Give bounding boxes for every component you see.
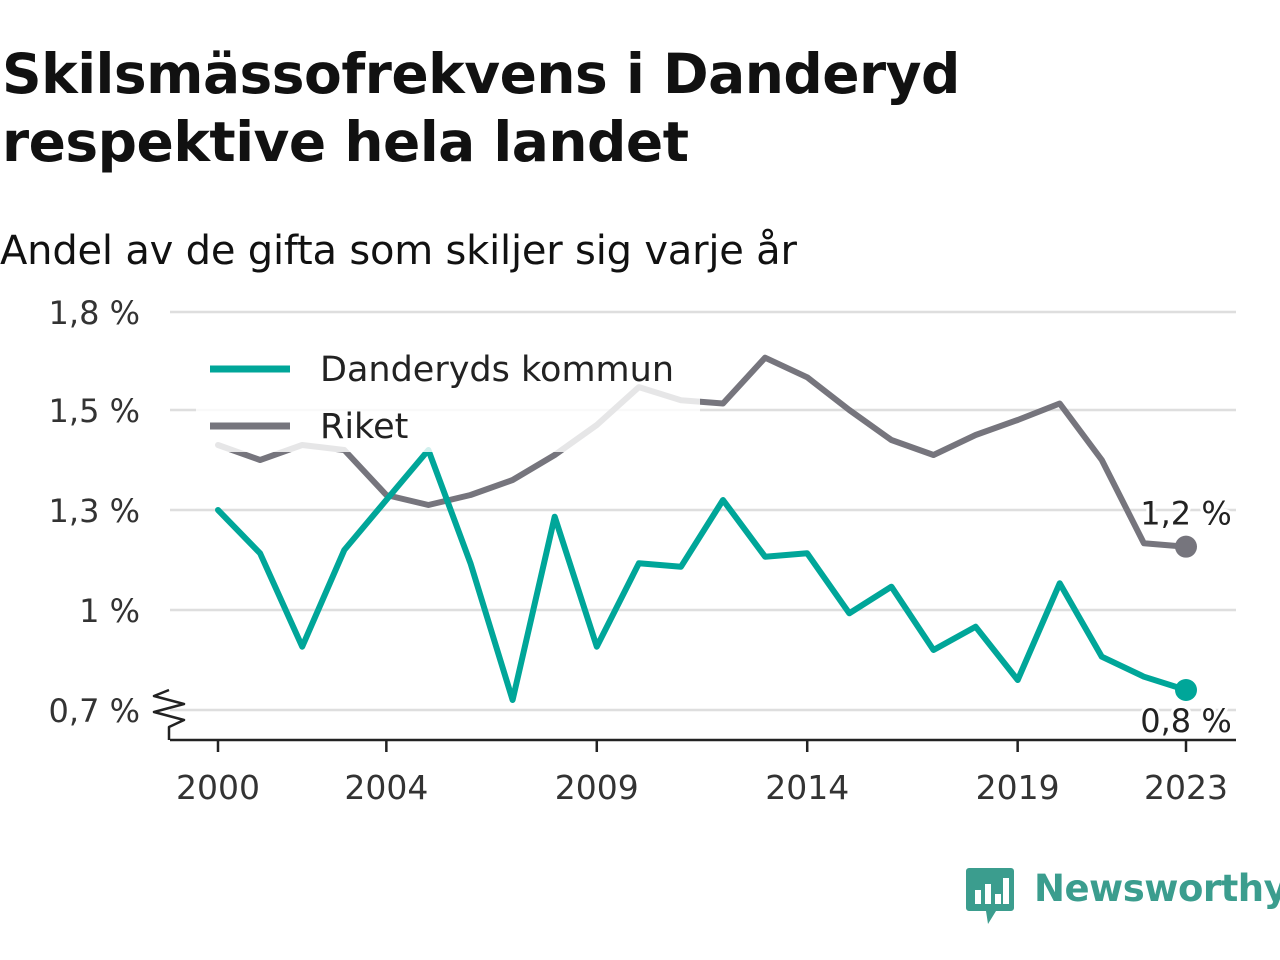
chart-subtitle: Andel av de gifta som skiljer sig varje … bbox=[0, 228, 797, 274]
y-tick-label: 0,7 % bbox=[49, 692, 140, 730]
gridlines bbox=[170, 310, 1236, 712]
x-tick-label: 2009 bbox=[555, 768, 639, 807]
newsworthy-logo-icon bbox=[966, 868, 1014, 924]
x-tick-label: 2014 bbox=[765, 768, 849, 807]
x-tick-label: 2023 bbox=[1144, 768, 1228, 807]
legend-label: Riket bbox=[320, 407, 408, 447]
chart-title: Skilsmässofrekvens i Danderyd respektive… bbox=[2, 42, 960, 174]
y-tick-label: 1 % bbox=[79, 592, 140, 630]
series-line-danderyds-kommun bbox=[215, 447, 1189, 703]
end-value-label: 1,2 % bbox=[1140, 495, 1231, 533]
end-point bbox=[1175, 535, 1197, 558]
series-lines bbox=[215, 354, 1189, 703]
end-labels: 0,8 % 1,2 % bbox=[1137, 492, 1234, 743]
legend-background bbox=[196, 340, 700, 452]
y-tick-label: 1,5 % bbox=[49, 392, 140, 430]
end-value-label: 0,8 % bbox=[1140, 702, 1231, 740]
y-tick-label: 1,8 % bbox=[49, 294, 140, 332]
series-line-riket bbox=[215, 354, 1189, 550]
axes: 0,7 % 1 % 1,3 % 1,5 % 1,8 % 2000 2004 2009 2014 2… bbox=[49, 294, 1236, 807]
newsworthy-logo: Newsworthy bbox=[964, 866, 1280, 928]
x-tick-label: 2019 bbox=[976, 768, 1060, 807]
legend: Danderyds kommun Riket bbox=[196, 340, 700, 452]
x-tick-label: 2000 bbox=[176, 768, 260, 807]
x-tick-label: 2004 bbox=[344, 768, 428, 807]
end-point bbox=[1175, 679, 1197, 701]
y-tick-label: 1,3 % bbox=[49, 492, 140, 530]
axis-break-icon bbox=[152, 688, 186, 740]
legend-label: Danderyds kommun bbox=[320, 350, 674, 390]
brand-name: Newsworthy bbox=[1034, 867, 1280, 910]
